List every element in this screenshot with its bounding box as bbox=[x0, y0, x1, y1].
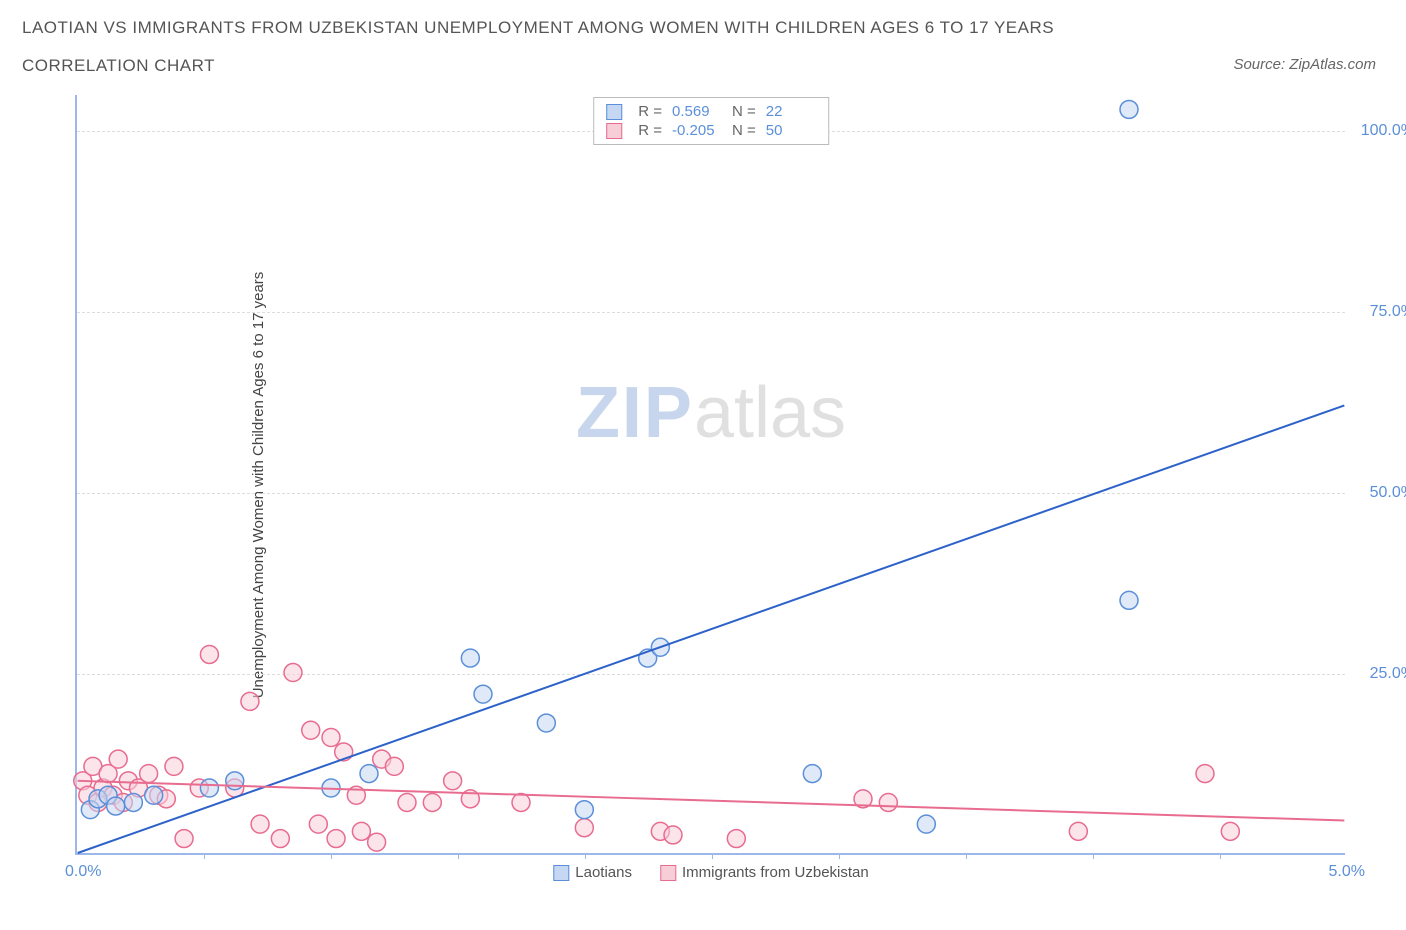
scatter-point bbox=[474, 685, 492, 703]
scatter-point bbox=[461, 649, 479, 667]
stat-r-value: -0.205 bbox=[672, 122, 722, 139]
scatter-point bbox=[1120, 100, 1138, 118]
legend-item: Immigrants from Uzbekistan bbox=[660, 864, 869, 881]
scatter-point bbox=[385, 757, 403, 775]
x-axis-min-label: 0.0% bbox=[65, 863, 101, 881]
stats-row: R = 0.569 N = 22 bbox=[606, 102, 816, 121]
x-tick bbox=[204, 853, 205, 859]
x-tick bbox=[585, 853, 586, 859]
x-tick bbox=[458, 853, 459, 859]
stat-r-value: 0.569 bbox=[672, 103, 722, 120]
legend-swatch bbox=[660, 865, 676, 881]
scatter-point bbox=[251, 815, 269, 833]
legend-swatch bbox=[553, 865, 569, 881]
scatter-point bbox=[575, 819, 593, 837]
scatter-point bbox=[664, 826, 682, 844]
scatter-point bbox=[302, 721, 320, 739]
x-tick bbox=[331, 853, 332, 859]
series-legend: Laotians Immigrants from Uzbekistan bbox=[553, 864, 868, 881]
x-tick bbox=[1220, 853, 1221, 859]
scatter-point bbox=[575, 801, 593, 819]
scatter-point bbox=[165, 757, 183, 775]
scatter-point bbox=[360, 765, 378, 783]
scatter-point bbox=[284, 664, 302, 682]
scatter-point bbox=[1120, 591, 1138, 609]
scatter-point bbox=[537, 714, 555, 732]
scatter-point bbox=[727, 830, 745, 848]
y-tick-label: 25.0% bbox=[1370, 665, 1406, 683]
scatter-point bbox=[879, 793, 897, 811]
chart-title-line1: LAOTIAN VS IMMIGRANTS FROM UZBEKISTAN UN… bbox=[22, 18, 1054, 38]
scatter-point bbox=[200, 779, 218, 797]
scatter-point bbox=[107, 797, 125, 815]
scatter-point bbox=[271, 830, 289, 848]
scatter-point bbox=[512, 793, 530, 811]
plot-area: ZIPatlas 25.0%50.0%75.0%100.0% 0.0% 5.0%… bbox=[75, 95, 1345, 855]
scatter-point bbox=[124, 793, 142, 811]
source-attribution: Source: ZipAtlas.com bbox=[1233, 56, 1376, 73]
scatter-point bbox=[1221, 822, 1239, 840]
stats-row: R = -0.205 N = 50 bbox=[606, 121, 816, 140]
legend-swatch bbox=[606, 123, 622, 139]
stat-n-value: 50 bbox=[766, 122, 816, 139]
legend-swatch bbox=[606, 104, 622, 120]
stat-r-label: R = bbox=[638, 122, 662, 139]
scatter-point bbox=[109, 750, 127, 768]
x-tick bbox=[839, 853, 840, 859]
scatter-point bbox=[327, 830, 345, 848]
stat-n-value: 22 bbox=[766, 103, 816, 120]
x-tick bbox=[712, 853, 713, 859]
scatter-point bbox=[423, 793, 441, 811]
stat-r-label: R = bbox=[638, 103, 662, 120]
scatter-point bbox=[917, 815, 935, 833]
correlation-stats-box: R = 0.569 N = 22 R = -0.205 N = 50 bbox=[593, 97, 829, 145]
scatter-point bbox=[1069, 822, 1087, 840]
scatter-point bbox=[140, 765, 158, 783]
scatter-point bbox=[1196, 765, 1214, 783]
scatter-point bbox=[309, 815, 327, 833]
stat-n-label: N = bbox=[732, 103, 756, 120]
x-tick bbox=[966, 853, 967, 859]
legend-label: Laotians bbox=[575, 864, 632, 881]
legend-item: Laotians bbox=[553, 864, 632, 881]
scatter-point bbox=[352, 822, 370, 840]
scatter-point bbox=[175, 830, 193, 848]
y-tick-label: 75.0% bbox=[1370, 303, 1406, 321]
scatter-point bbox=[241, 692, 259, 710]
legend-label: Immigrants from Uzbekistan bbox=[682, 864, 869, 881]
scatter-point bbox=[803, 765, 821, 783]
scatter-point bbox=[368, 833, 386, 851]
scatter-point bbox=[226, 772, 244, 790]
scatter-point bbox=[398, 793, 416, 811]
scatter-point bbox=[145, 786, 163, 804]
chart-container: Unemployment Among Women with Children A… bbox=[50, 95, 1380, 875]
stat-n-label: N = bbox=[732, 122, 756, 139]
scatter-point bbox=[444, 772, 462, 790]
scatter-point bbox=[322, 729, 340, 747]
scatter-point bbox=[200, 645, 218, 663]
y-tick-label: 100.0% bbox=[1361, 122, 1406, 140]
chart-title-line2: CORRELATION CHART bbox=[22, 56, 215, 76]
trend-line bbox=[78, 781, 1345, 821]
x-axis-max-label: 5.0% bbox=[1329, 863, 1365, 881]
y-tick-label: 50.0% bbox=[1370, 484, 1406, 502]
scatter-svg bbox=[77, 95, 1345, 853]
x-tick bbox=[1093, 853, 1094, 859]
